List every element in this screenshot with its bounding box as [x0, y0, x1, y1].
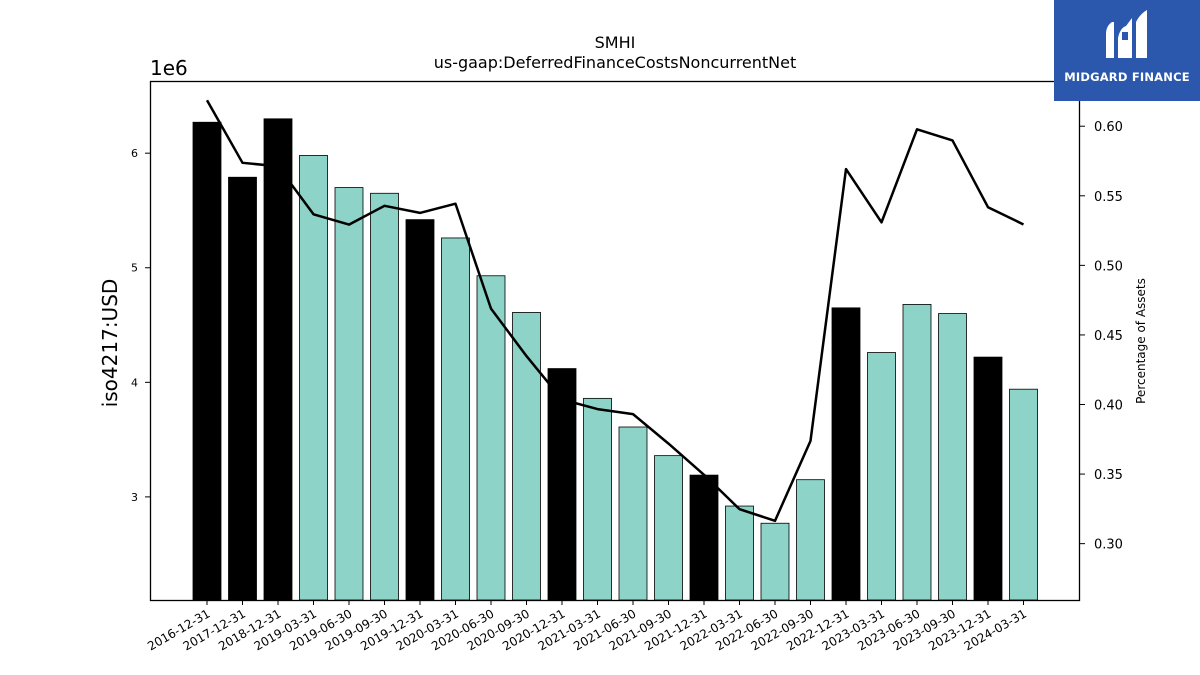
ytick-right-label: 0.55 — [1094, 190, 1123, 205]
ytick-left-label: 6 — [131, 147, 138, 160]
bar-2019-09-30 — [370, 192, 399, 601]
bar-2023-12-31 — [973, 356, 1003, 601]
bar-2020-06-30 — [476, 275, 506, 601]
bar-2022-03-31 — [725, 505, 754, 601]
y-axis-label-left: iso4217:USD — [98, 279, 122, 408]
plot-frame — [149, 80, 1081, 602]
bars — [192, 118, 1038, 601]
y-axis-label-right: Percentage of Assets — [1134, 278, 1148, 404]
ytick-right-label: 0.30 — [1094, 538, 1123, 553]
bar-2023-03-31 — [867, 352, 896, 601]
ytick-left-label: 4 — [131, 376, 138, 389]
bar-2016-12-31 — [192, 121, 222, 601]
bar-2017-12-31 — [228, 176, 257, 601]
bar-2023-09-30 — [938, 313, 967, 601]
bar-2022-06-30 — [760, 522, 790, 601]
bar-2021-12-31 — [689, 474, 719, 601]
bar-2020-12-31 — [547, 368, 577, 601]
chart-title: SMHI — [595, 33, 636, 52]
ytick-right-label: 0.60 — [1094, 120, 1123, 135]
ytick-right-label: 0.50 — [1094, 259, 1123, 274]
ytick-right-label: 0.35 — [1094, 468, 1123, 483]
bar-2021-03-31 — [583, 397, 612, 601]
bar-2019-03-31 — [299, 155, 328, 601]
ytick-left-label: 5 — [131, 262, 138, 275]
bar-2024-03-31 — [1009, 388, 1038, 601]
ytick-right-label: 0.45 — [1094, 329, 1123, 344]
series-line-percentage-of-assets — [205, 99, 1025, 523]
x-axis: 2016-12-312017-12-312018-12-312019-03-31… — [145, 600, 1029, 653]
bar-2023-06-30 — [902, 304, 932, 601]
bar-2018-12-31 — [263, 118, 293, 601]
logo-text: MIDGARD FINANCE — [1064, 70, 1190, 84]
bar-2020-03-31 — [441, 237, 470, 601]
bar-2021-06-30 — [618, 426, 648, 601]
ytick-right-label: 0.40 — [1094, 399, 1123, 414]
bar-2019-12-31 — [405, 219, 435, 601]
ytick-left-label: 3 — [131, 491, 138, 504]
logo: MIDGARD FINANCE — [1054, 0, 1200, 101]
bar-2019-06-30 — [334, 187, 364, 601]
y-axis-right: 0.30 0.35 0.40 0.45 0.50 0.55 0.60 — [1080, 120, 1123, 553]
chart-subtitle: us-gaap:DeferredFinanceCostsNoncurrentNe… — [434, 53, 797, 72]
y-axis-left: 3 4 5 6 — [131, 147, 150, 504]
bar-2021-09-30 — [654, 455, 683, 601]
y-offset-label: 1e6 — [150, 56, 188, 80]
logo-mark-icon — [1106, 10, 1147, 58]
line-layer — [205, 99, 1025, 523]
bar-2022-12-31 — [831, 307, 861, 601]
bar-2020-09-30 — [512, 312, 541, 601]
bar-2022-09-30 — [796, 479, 825, 601]
